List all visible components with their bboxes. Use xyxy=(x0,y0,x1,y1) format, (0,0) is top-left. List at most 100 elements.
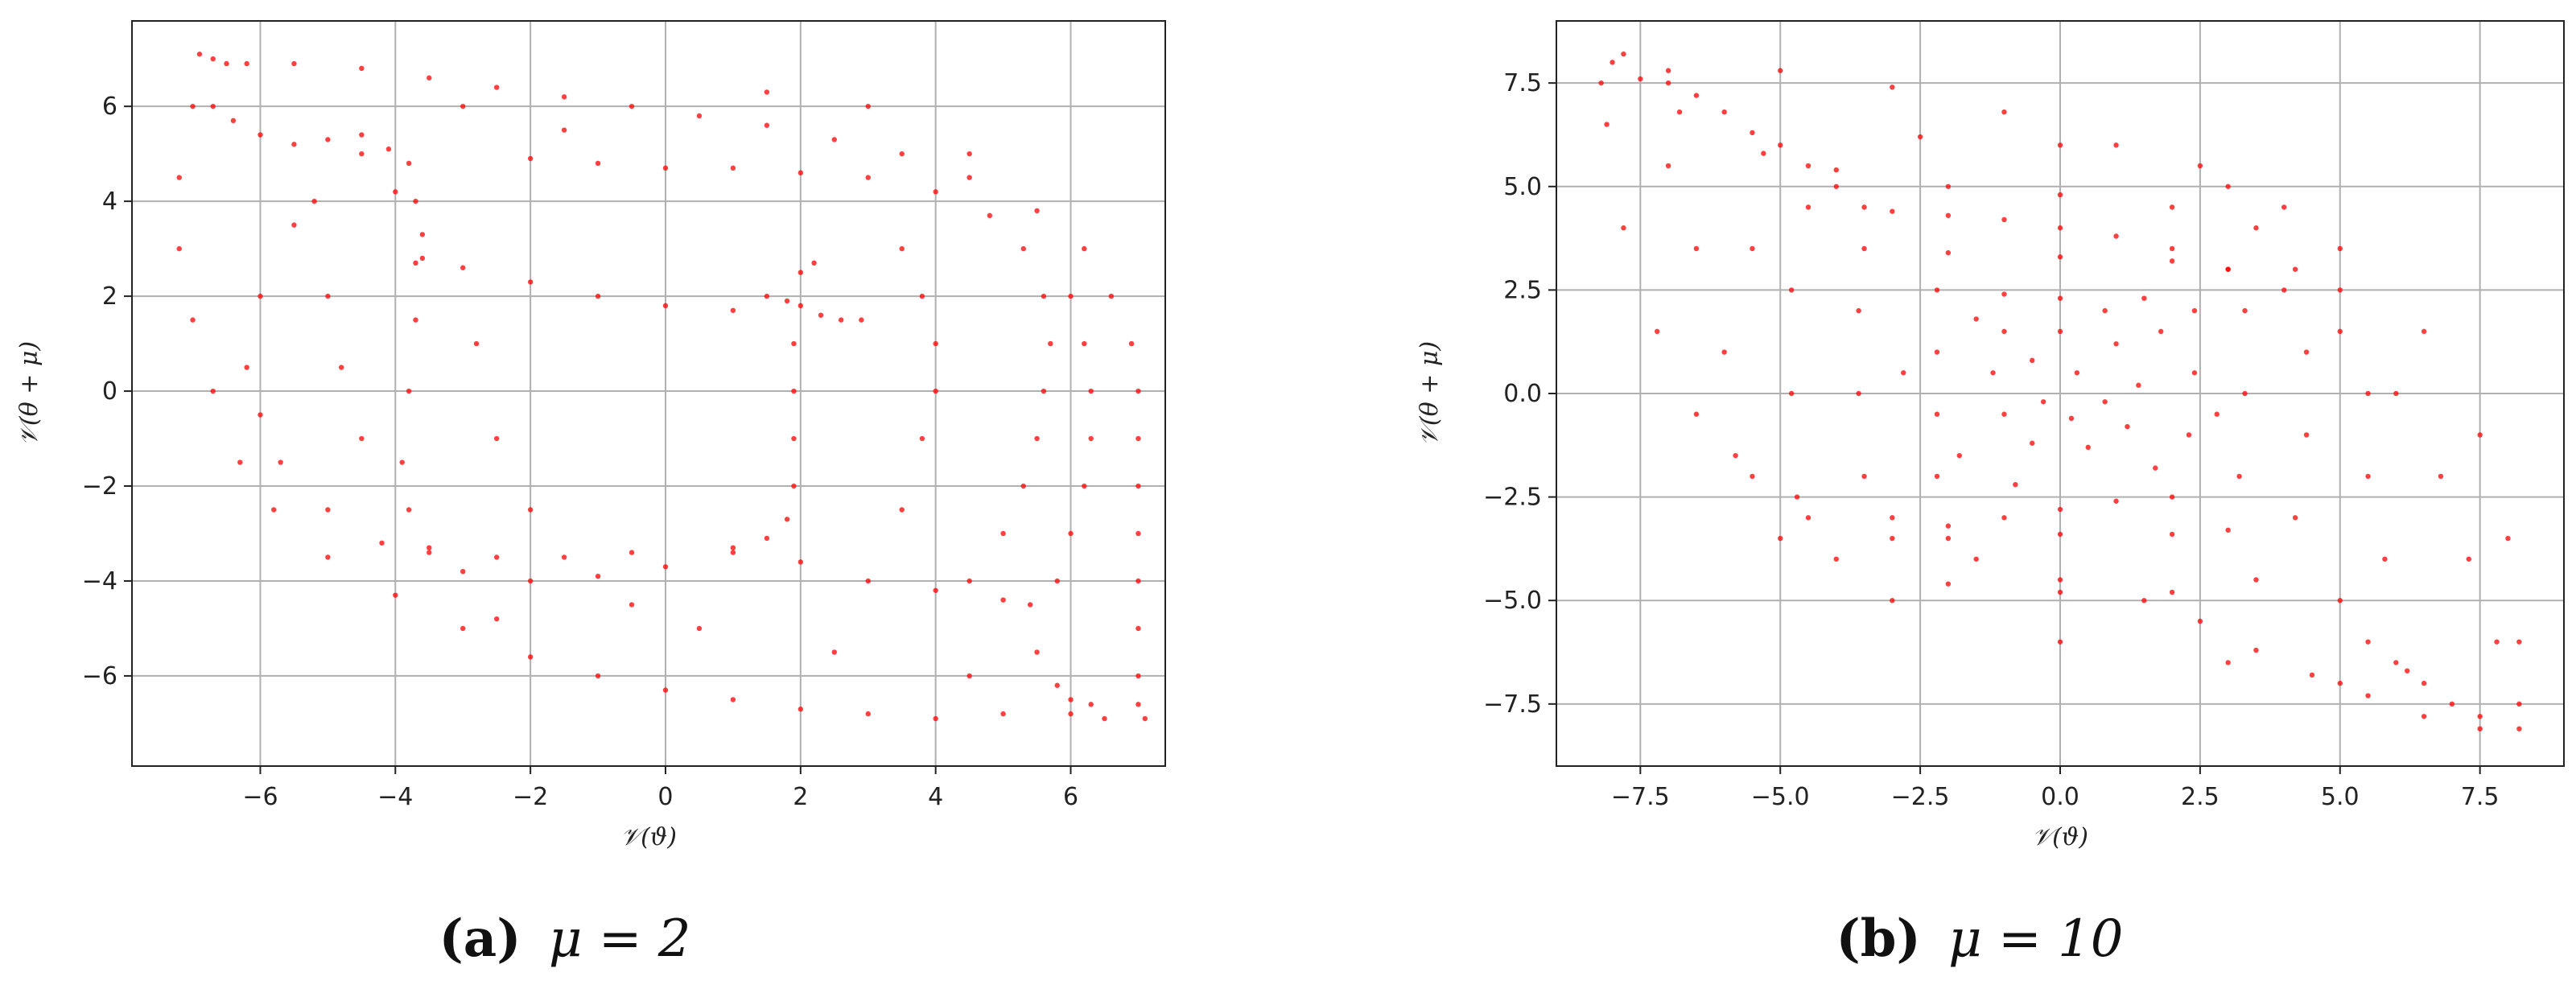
panel-a-data-point xyxy=(865,175,871,180)
panel-a-data-point xyxy=(933,189,938,195)
panel-b-data-point xyxy=(1788,287,1795,293)
panel-a-data-point xyxy=(791,435,797,442)
panel-b-y-tick-label: 0.0 xyxy=(1503,380,1542,408)
panel-a-data-point xyxy=(1142,715,1148,722)
panel-b-data-point xyxy=(1788,390,1795,397)
panel-b-data-point xyxy=(1794,494,1800,500)
panel-a-data-point xyxy=(359,132,365,138)
panel-a-data-point xyxy=(595,673,601,679)
panel-a-data-point xyxy=(1082,245,1087,252)
panel-a-data-point xyxy=(811,260,817,266)
panel-b-grid xyxy=(1556,21,2564,766)
panel-a-data-point xyxy=(561,94,567,100)
panel-a-data-point xyxy=(190,317,196,323)
panel-b-data-point xyxy=(1890,84,1895,90)
panel-b-data-point xyxy=(2001,216,2007,223)
panel-a-data-point xyxy=(176,175,182,180)
panel-a-data-point xyxy=(278,459,283,465)
panel-a-data-point xyxy=(933,715,938,722)
panel-a-data-point xyxy=(325,293,331,299)
panel-a-data-point xyxy=(859,317,864,323)
panel-a-data-point xyxy=(662,687,669,693)
panel-a-data-point xyxy=(359,435,365,442)
panel-a-data-point xyxy=(460,265,466,270)
panel-a-data-point xyxy=(798,170,804,175)
panel-a-data-point xyxy=(838,317,844,323)
panel-a-data-point xyxy=(595,293,601,299)
panel-b-x-tick-label: 7.5 xyxy=(2461,783,2500,811)
panel-a-data-point xyxy=(730,307,736,313)
panel-a-data-point xyxy=(359,65,365,72)
panel-a-data-point xyxy=(1068,293,1074,299)
panel-a-data-point xyxy=(831,649,837,655)
panel-b-caption: (b) μ = 10 xyxy=(1836,909,2124,969)
panel-a-data-point xyxy=(325,554,331,560)
panel-a-data-point xyxy=(413,198,418,204)
panel-b-data-point xyxy=(2102,399,2108,405)
panel-a-data-point xyxy=(1068,530,1074,537)
panel-a-data-point xyxy=(224,60,229,67)
panel-a-data-point xyxy=(1000,530,1006,537)
panel-b-data-point xyxy=(1861,204,1867,210)
panel-a-data-point xyxy=(1020,245,1026,252)
panel-b-data-point xyxy=(2191,370,2198,376)
panel-a-data-point xyxy=(1054,578,1060,584)
panel-a-data-point xyxy=(325,137,331,142)
panel-a-data-point xyxy=(764,122,770,128)
panel-b-data-point xyxy=(2225,660,2231,665)
panel-b-data-point xyxy=(1890,208,1895,214)
panel-b-data-point xyxy=(1934,473,1940,480)
panel-a-data-point xyxy=(196,52,203,57)
panel-a-data-point xyxy=(419,232,426,237)
panel-a-data-point xyxy=(764,535,770,542)
panel-b-data-point xyxy=(2337,598,2343,604)
panel-a-data-point xyxy=(1088,388,1094,394)
panel-a-data-point xyxy=(967,175,972,180)
panel-a-data-point xyxy=(1088,702,1094,707)
panel-a-data-point xyxy=(561,127,567,133)
panel-b-data-point xyxy=(2158,328,2164,335)
panel-a-data-point xyxy=(1034,208,1040,214)
panel-b-data-point xyxy=(2030,357,2035,364)
panel-b-data-point xyxy=(1890,535,1895,542)
panel-b-data-point xyxy=(2236,473,2242,480)
panel-b-data-point xyxy=(1861,473,1867,480)
panel-b-data-point xyxy=(2505,535,2511,542)
panel-b-data-point xyxy=(2225,183,2231,189)
panel-b-data-point xyxy=(2169,204,2175,210)
panel-a-data-point xyxy=(696,625,703,632)
panel-b-x-tick-label: 5.0 xyxy=(2321,783,2360,811)
panel-a-points xyxy=(176,52,1148,722)
panel-b-data-point xyxy=(2057,639,2063,645)
panel-b-data-point xyxy=(2281,287,2287,293)
panel-a-data-point xyxy=(791,483,797,489)
panel-b-data-point xyxy=(2057,531,2063,538)
panel-a-data-point xyxy=(527,654,534,660)
panel-b-data-point xyxy=(1934,287,1940,293)
panel-b-data-point xyxy=(1945,535,1952,542)
panel-b-y-tick-label: 5.0 xyxy=(1503,173,1542,201)
panel-b-data-point xyxy=(2337,245,2343,252)
panel-a-data-point xyxy=(1068,697,1074,703)
panel-b-caption-expression: μ = 10 xyxy=(1948,909,2123,969)
panel-b-data-point xyxy=(1956,452,1962,459)
panel-a-y-tick-label: 4 xyxy=(102,187,117,216)
panel-b-data-point xyxy=(1609,60,1615,65)
panel-a-data-point xyxy=(730,545,736,550)
panel-a-caption: (a) μ = 2 xyxy=(439,909,691,969)
panel-b-data-point xyxy=(2337,287,2343,293)
panel-b-data-point xyxy=(2253,647,2259,653)
panel-b-data-point xyxy=(2393,390,2399,397)
panel-a-data-point xyxy=(258,293,263,299)
panel-a-data-point xyxy=(244,60,249,67)
panel-b-data-point xyxy=(2337,680,2343,686)
panel-b-y-tick-label: −7.5 xyxy=(1483,690,1542,719)
panel-b-data-point xyxy=(2057,577,2063,583)
panel-a-y-tick-label: 0 xyxy=(102,377,117,406)
panel-a-data-point xyxy=(338,365,344,370)
panel-a-data-point xyxy=(987,212,993,219)
panel-b-data-point xyxy=(2001,291,2007,297)
panel-b-data-point xyxy=(1856,307,1861,314)
panel-a-data-point xyxy=(527,578,534,584)
panel-a-data-point xyxy=(379,540,385,546)
